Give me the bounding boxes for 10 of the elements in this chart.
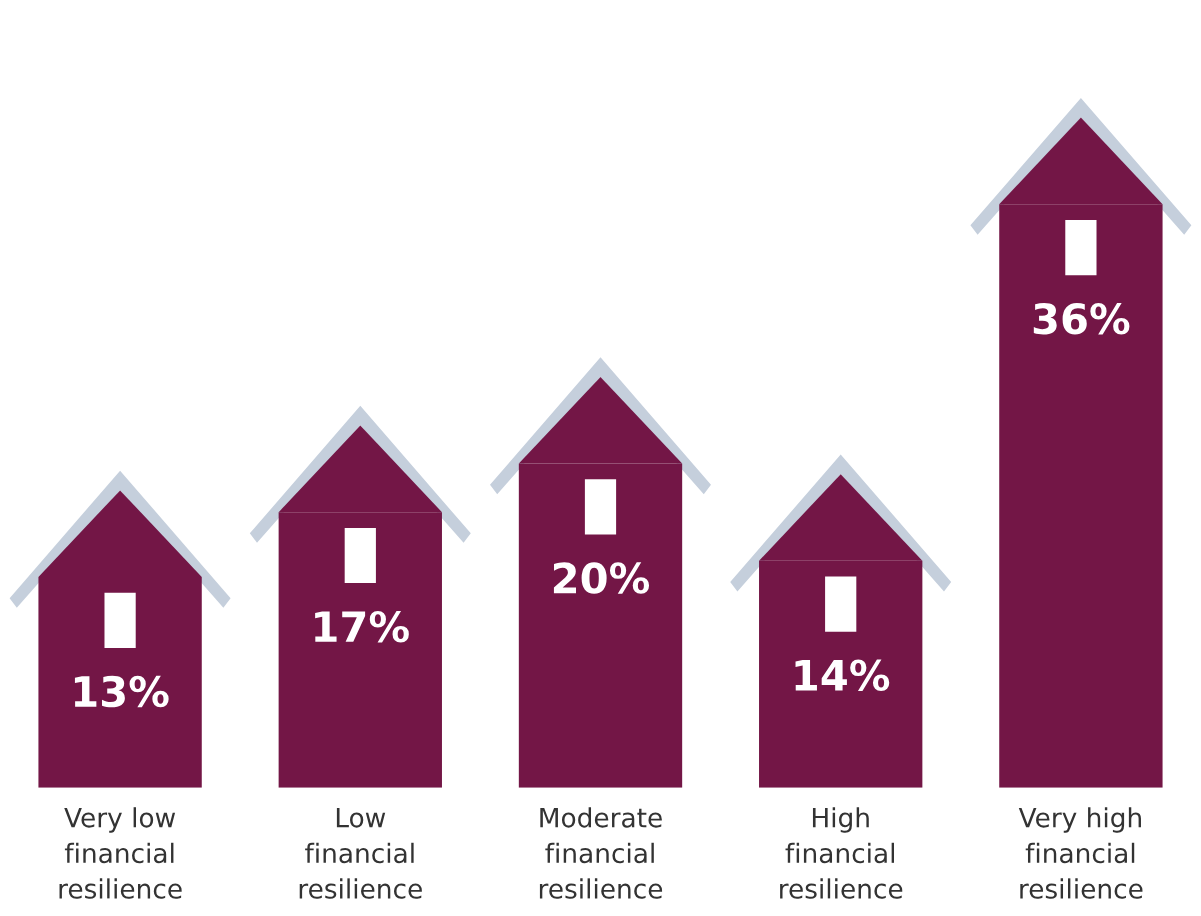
data-label: 36%	[1033, 302, 1130, 335]
data-label: 13%	[74, 675, 169, 708]
x-tick-label: Moderate financial resilience	[539, 807, 663, 899]
x-tick-label: Low financial resilience	[299, 808, 422, 899]
data-label: 17%	[315, 610, 409, 643]
x-tick-label: Very low financial resilience	[59, 807, 182, 899]
x-tick-label: Very high financial resilience	[1018, 807, 1143, 899]
data-label: 20%	[553, 562, 650, 594]
data-label: 14%	[795, 659, 890, 692]
x-tick-label: High financial resilience	[780, 807, 903, 899]
